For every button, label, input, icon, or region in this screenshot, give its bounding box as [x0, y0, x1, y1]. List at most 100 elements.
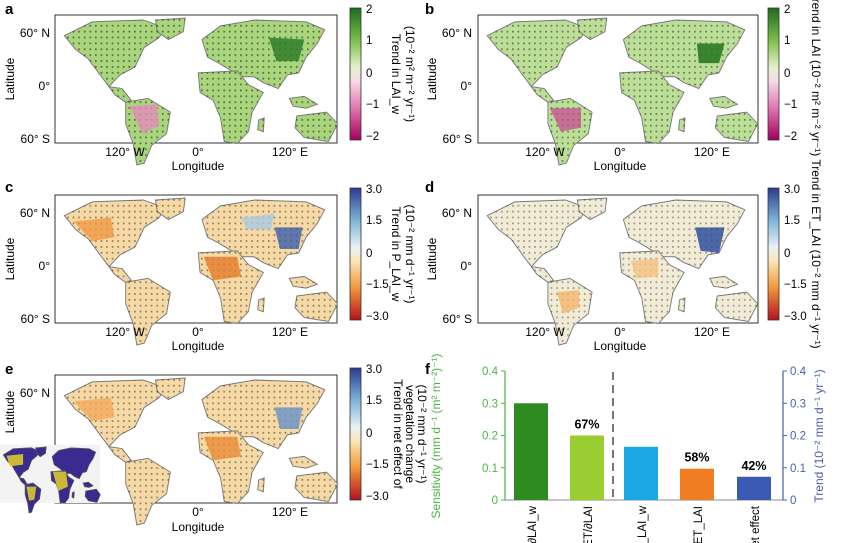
lon-tick-120w: 120° W	[105, 145, 145, 159]
category-label: Net effect	[750, 505, 762, 543]
map-panel-a: 60° N 0° 60° S 120° W 0° 120° E Longitud…	[3, 4, 417, 173]
y-tick-label-left: 0.4	[482, 366, 499, 378]
bar-3	[680, 468, 714, 500]
lon-tick-120e: 120° E	[272, 505, 308, 519]
map-panel-d: 60° N 0° 60° S 120° W 0° 120° E Longitud…	[425, 159, 823, 353]
cbar-tick: −3.0	[366, 491, 389, 503]
lon-tick-120e: 120° E	[272, 325, 308, 339]
map-panel-e: 60° N 0° 120° E Longitude Latitude 3.0 1…	[0, 364, 429, 534]
y-tick-label-right: 0	[790, 495, 796, 507]
cbar-tick: 0	[366, 68, 372, 80]
lon-tick-0: 0°	[192, 505, 204, 519]
y-label-sensitivity: Sensitivity (mm d⁻¹ (m² m⁻²)⁻¹)	[429, 354, 443, 519]
bar-0	[514, 403, 548, 500]
bar-chart-panel-f: 0 0.1 0.2 0.3 0.4 0 0.1 0.2 0.3 0.4 67% 58% 42% ∂P…	[429, 354, 826, 543]
cbar-title-line1: Trend in LAI (10⁻² m² m⁻² yr⁻¹)	[809, 0, 823, 156]
cbar-tick: 1.5	[366, 215, 382, 227]
lon-tick-120e: 120° E	[694, 325, 730, 339]
cbar-tick: 3.0	[784, 184, 800, 196]
cbar-tick: 0	[784, 248, 790, 260]
map-ylabel: Latitude	[3, 57, 17, 100]
bar-1	[570, 435, 604, 500]
lat-tick-60n: 60° N	[442, 206, 472, 220]
map-panel-b: 60° N 0° 60° S 120° W 0° 120° E Longitud…	[425, 0, 823, 173]
lat-tick-60s: 60° S	[21, 132, 50, 146]
cbar-tick: −3.0	[366, 311, 389, 323]
cbar-tick: −2	[366, 131, 379, 143]
cbar-tick: −1.5	[784, 279, 807, 291]
panel-label-e: e	[5, 361, 13, 378]
cbar-tick: 1	[366, 35, 372, 47]
cbar-tick: −3.0	[784, 311, 807, 323]
lon-tick-120w: 120° W	[105, 325, 145, 339]
cbar-tick: 3.0	[366, 364, 382, 376]
panel-label-c: c	[5, 179, 13, 196]
lat-tick-0: 0°	[461, 79, 473, 93]
cbar-tick: −1	[784, 99, 797, 111]
y-tick-label-right: 0.3	[790, 398, 806, 410]
map-ylabel: Latitude	[425, 237, 439, 280]
cbar-title-line2: (10⁻² mm d⁻¹ yr⁻¹)	[403, 205, 417, 304]
map-xlabel: Longitude	[594, 339, 647, 353]
lat-tick-60n: 60° N	[20, 386, 50, 400]
cbar-title-line1: Trend in LAI_w	[389, 34, 403, 115]
bar-data-label: 42%	[741, 459, 766, 473]
lon-tick-120w: 120° W	[525, 325, 565, 339]
y-label-trend: Trend (10⁻² mm d⁻¹ yr⁻¹)	[812, 369, 826, 502]
map-ylabel: Latitude	[3, 390, 17, 433]
cbar-tick: −1	[366, 99, 379, 111]
cbar-tick: 2	[366, 4, 372, 16]
cbar-tick: 1.5	[366, 395, 382, 407]
cbar-title-line1: Trend in net effect of	[391, 379, 405, 489]
cbar-tick: 0	[366, 428, 372, 440]
cbar-tick: 0	[784, 68, 790, 80]
bar-2	[624, 446, 658, 500]
cbar-tick: 0	[366, 248, 372, 260]
panel-label-a: a	[5, 1, 14, 18]
category-label: ET_LAI	[693, 506, 705, 543]
cbar-title-line1: Trend in ET_LAI (10⁻² mm d⁻¹ yr⁻¹)	[809, 159, 823, 348]
cbar-tick: 3.0	[366, 184, 382, 196]
y-tick-label-left: 0.2	[482, 431, 498, 443]
lon-tick-120w: 120° W	[525, 145, 565, 159]
category-label: ∂ET/∂LAI	[583, 506, 595, 543]
colorbar	[349, 7, 362, 141]
y-tick-label-right: 0.4	[790, 366, 807, 378]
panel-label-b: b	[425, 1, 434, 18]
cbar-title-line1: Trend in P_LAI_w	[389, 207, 403, 302]
cbar-tick: 2	[784, 4, 790, 16]
y-tick-label-right: 0.2	[790, 431, 806, 443]
lat-tick-60s: 60° S	[443, 312, 472, 326]
colorbar	[767, 7, 780, 141]
y-tick-label-left: 0.3	[482, 398, 498, 410]
lat-tick-60s: 60° S	[443, 132, 472, 146]
category-label: P_LAI_w	[637, 505, 649, 543]
lat-tick-0: 0°	[39, 259, 51, 273]
lon-tick-0: 0°	[192, 145, 204, 159]
cbar-tick: 1	[784, 35, 790, 47]
panel-label-d: d	[425, 179, 434, 196]
cbar-tick: −1.5	[366, 279, 389, 291]
map-ylabel: Latitude	[425, 57, 439, 100]
colorbar	[767, 187, 780, 321]
panel-label-f: f	[425, 361, 431, 378]
lon-tick-0: 0°	[614, 145, 626, 159]
cbar-title-line2: vegetation change	[403, 385, 417, 483]
lon-tick-120e: 120° E	[694, 145, 730, 159]
bar-data-label: 67%	[574, 418, 599, 432]
map-ylabel: Latitude	[3, 237, 17, 280]
cbar-tick: 1.5	[784, 215, 800, 227]
bar-4	[737, 476, 771, 500]
category-label: ∂P/∂LAI_w	[527, 505, 539, 543]
map-xlabel: Longitude	[594, 159, 647, 173]
cbar-title-line3: (10⁻² mm d⁻¹ yr⁻¹)	[415, 385, 429, 484]
bar-data-label: 58%	[684, 451, 709, 465]
lat-tick-0: 0°	[461, 259, 473, 273]
map-xlabel: Longitude	[172, 159, 225, 173]
y-tick-label-left: 0.1	[482, 463, 498, 475]
lat-tick-60s: 60° S	[21, 312, 50, 326]
map-xlabel: Longitude	[172, 339, 225, 353]
lon-tick-0: 0°	[614, 325, 626, 339]
colorbar	[349, 367, 362, 501]
lat-tick-60n: 60° N	[442, 26, 472, 40]
